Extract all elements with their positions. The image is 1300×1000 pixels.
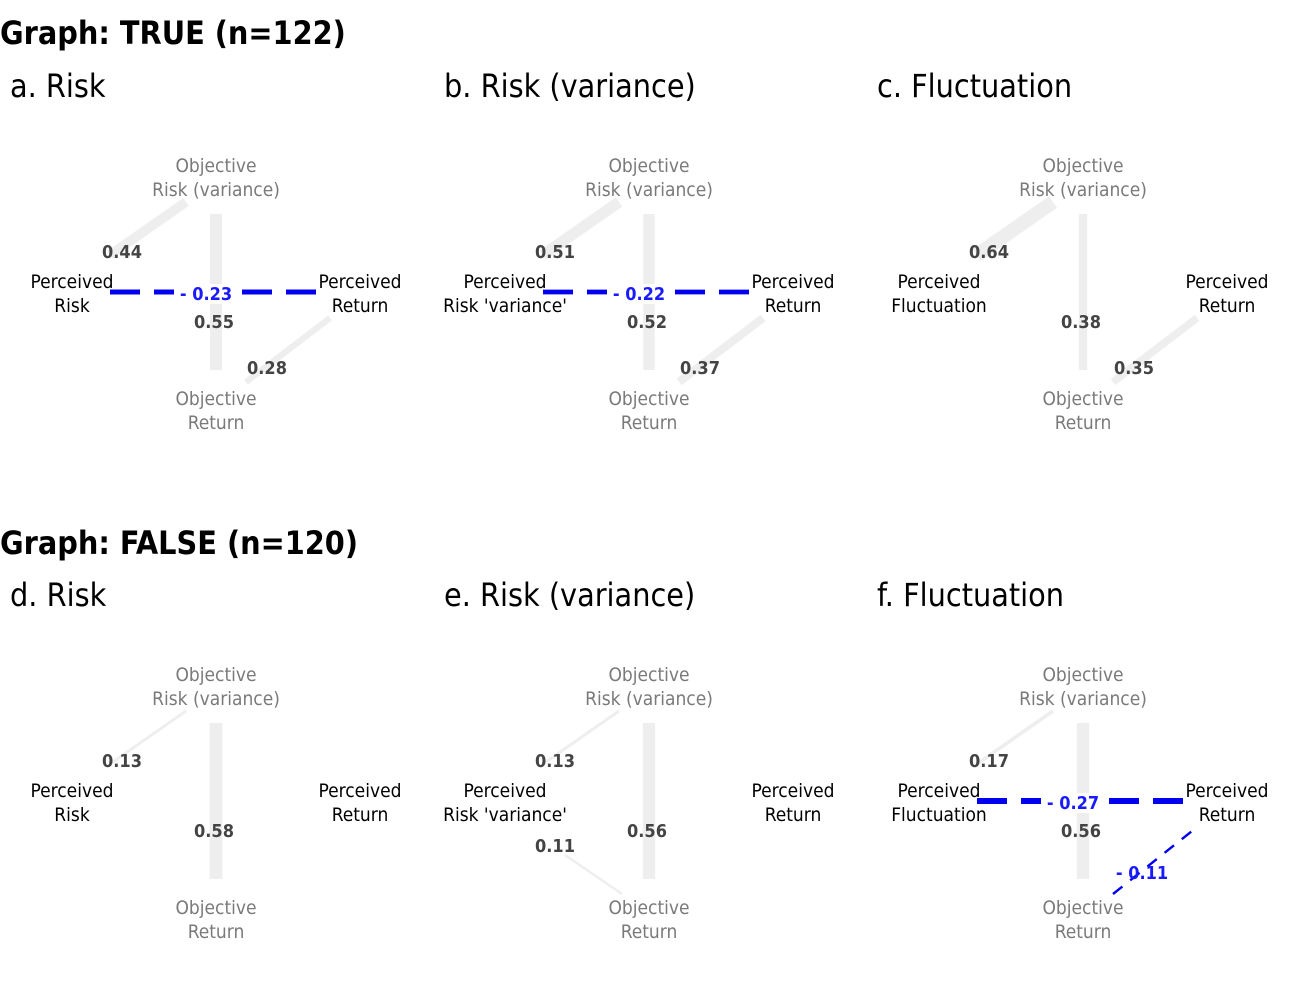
edge-e-perceived-obj_return: [564, 854, 623, 895]
edge-b-obj_return-perceived_return: [676, 314, 766, 386]
node-f-obj-return: Objective Return: [1042, 897, 1123, 943]
edge-label-b-obj_risk-obj_return: 0.52: [627, 312, 667, 333]
group-title-true: Graph: TRUE (n=122): [0, 14, 346, 52]
panel-title-a: a. Risk: [10, 67, 106, 105]
edge-label-a-perceived-perceived_return: - 0.23: [180, 284, 232, 305]
panel-title-e: e. Risk (variance): [444, 576, 695, 614]
edge-label-bg-b: [607, 284, 671, 304]
edge-label-f-obj_return-perceived_return: - 0.11: [1116, 863, 1168, 884]
edge-e-obj_risk-perceived: [542, 709, 620, 766]
edge-label-e-perceived-obj_return: 0.11: [535, 836, 575, 857]
node-b-perceived-return: Perceived Return: [752, 271, 835, 317]
edge-label-bg-f: [1041, 793, 1105, 813]
node-c-perceived-return: Perceived Return: [1186, 271, 1269, 317]
edge-f-obj_return-perceived_return: [1112, 826, 1198, 895]
node-e-perceived: Perceived Risk 'variance': [443, 780, 567, 826]
node-c-obj-risk: Objective Risk (variance): [1019, 155, 1147, 201]
edge-label-a-obj_risk-perceived: 0.44: [102, 242, 142, 263]
node-a-obj-return: Objective Return: [175, 388, 256, 434]
edge-label-d-obj_risk-perceived: 0.13: [102, 751, 142, 772]
node-d-perceived: Perceived Risk: [31, 780, 114, 826]
edge-label-c-obj_risk-perceived: 0.64: [969, 242, 1009, 263]
node-a-perceived: Perceived Risk: [31, 271, 114, 317]
panel-title-d: d. Risk: [10, 576, 107, 614]
node-b-obj-risk: Objective Risk (variance): [585, 155, 713, 201]
panel-title-c: c. Fluctuation: [877, 67, 1072, 105]
node-f-perceived-return: Perceived Return: [1186, 780, 1269, 826]
edge-a-obj_return-perceived_return: [244, 315, 332, 385]
panel-title-b: b. Risk (variance): [444, 67, 696, 105]
edge-label-e-obj_risk-perceived: 0.13: [535, 751, 575, 772]
edge-b-obj_risk-perceived: [539, 197, 623, 260]
edge-label-bg-a: [174, 284, 238, 304]
edge-label-e-obj_risk-obj_return: 0.56: [627, 821, 667, 842]
node-a-obj-risk: Objective Risk (variance): [152, 155, 280, 201]
edge-f-obj_risk-perceived: [975, 709, 1055, 766]
edge-d-obj_risk-perceived: [109, 709, 187, 766]
edge-label-d-obj_risk-obj_return: 0.58: [194, 821, 234, 842]
node-c-obj-return: Objective Return: [1042, 388, 1123, 434]
node-f-perceived: Perceived Fluctuation: [891, 780, 987, 826]
edge-label-b-perceived-perceived_return: - 0.22: [613, 284, 665, 305]
panel-title-f: f. Fluctuation: [877, 576, 1064, 614]
node-a-perceived-return: Perceived Return: [319, 271, 402, 317]
node-d-obj-risk: Objective Risk (variance): [152, 664, 280, 710]
node-b-obj-return: Objective Return: [608, 388, 689, 434]
node-e-perceived-return: Perceived Return: [752, 780, 835, 826]
node-c-perceived: Perceived Fluctuation: [891, 271, 987, 317]
edge-c-obj_risk-perceived: [972, 196, 1058, 261]
edge-a-obj_risk-perceived: [107, 198, 189, 259]
edge-c-obj_return-perceived_return: [1110, 314, 1200, 386]
edge-label-f-perceived-perceived_return: - 0.27: [1047, 793, 1099, 814]
node-f-obj-risk: Objective Risk (variance): [1019, 664, 1147, 710]
group-title-false: Graph: FALSE (n=120): [0, 524, 358, 562]
edge-label-c-obj_return-perceived_return: 0.35: [1114, 358, 1154, 379]
edge-labels-layer: 0.44 0.55 0.28 - 0.23 0.51 0.52 0.37 - 0.22 0.64…: [102, 242, 1168, 884]
edge-label-a-obj_risk-obj_return: 0.55: [194, 312, 234, 333]
edge-label-f-obj_risk-perceived: 0.17: [969, 751, 1009, 772]
edge-label-c-obj_risk-obj_return: 0.38: [1061, 312, 1101, 333]
node-b-perceived: Perceived Risk 'variance': [443, 271, 567, 317]
edge-label-b-obj_risk-perceived: 0.51: [535, 242, 575, 263]
nodes-layer: Objective Risk (variance) Perceived Risk Per…: [31, 155, 1269, 943]
node-e-obj-return: Objective Return: [608, 897, 689, 943]
edge-label-f-obj_risk-obj_return: 0.56: [1061, 821, 1101, 842]
node-e-obj-risk: Objective Risk (variance): [585, 664, 713, 710]
edge-label-a-obj_return-perceived_return: 0.28: [247, 358, 287, 379]
edge-label-b-obj_return-perceived_return: 0.37: [680, 358, 720, 379]
node-d-perceived-return: Perceived Return: [319, 780, 402, 826]
node-d-obj-return: Objective Return: [175, 897, 256, 943]
